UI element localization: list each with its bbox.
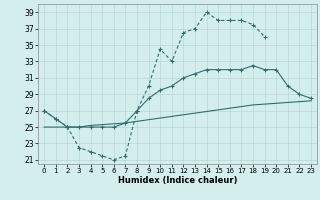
X-axis label: Humidex (Indice chaleur): Humidex (Indice chaleur): [118, 176, 237, 185]
